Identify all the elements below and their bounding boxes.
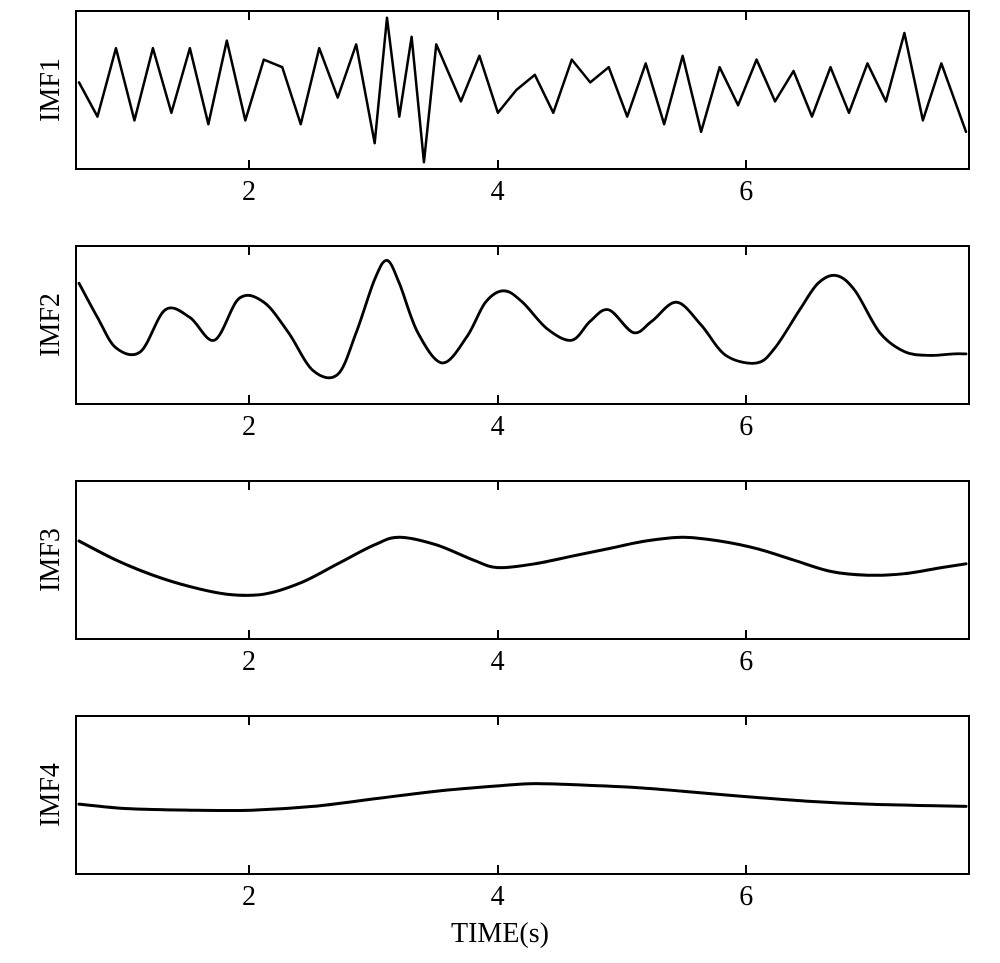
trace-imf4 <box>75 715 970 875</box>
xtick-label: 4 <box>491 411 505 443</box>
imf-figure: TIME(s) IMF1246IMF2246IMF3246IMF4246 <box>0 0 1000 963</box>
tick-mark <box>497 630 499 638</box>
ylabel-imf3: IMF3 <box>35 528 67 592</box>
tick-mark <box>497 717 499 725</box>
xtick-label: 6 <box>739 646 753 678</box>
ylabel-imf1: IMF1 <box>35 58 67 122</box>
tick-mark <box>248 717 250 725</box>
tick-mark <box>497 482 499 490</box>
tick-mark <box>745 717 747 725</box>
trace-imf2 <box>75 245 970 405</box>
xtick-label: 4 <box>491 646 505 678</box>
tick-mark <box>745 12 747 20</box>
tick-mark <box>248 12 250 20</box>
trace-imf1 <box>75 10 970 170</box>
tick-mark <box>497 12 499 20</box>
tick-mark <box>745 160 747 168</box>
tick-mark <box>745 865 747 873</box>
tick-mark <box>745 482 747 490</box>
xtick-label: 4 <box>491 176 505 208</box>
xtick-label: 2 <box>242 176 256 208</box>
xaxis-label: TIME(s) <box>451 918 549 950</box>
tick-mark <box>497 865 499 873</box>
xtick-label: 2 <box>242 881 256 913</box>
xtick-label: 4 <box>491 881 505 913</box>
tick-mark <box>248 395 250 403</box>
tick-mark <box>745 395 747 403</box>
trace-imf3 <box>75 480 970 640</box>
panel-imf4: IMF4246 <box>75 715 970 875</box>
tick-mark <box>248 865 250 873</box>
tick-mark <box>248 482 250 490</box>
panel-imf3: IMF3246 <box>75 480 970 640</box>
xtick-label: 2 <box>242 646 256 678</box>
xtick-label: 6 <box>739 411 753 443</box>
ylabel-imf4: IMF4 <box>35 763 67 827</box>
ylabel-imf2: IMF2 <box>35 293 67 357</box>
tick-mark <box>248 160 250 168</box>
panel-imf2: IMF2246 <box>75 245 970 405</box>
tick-mark <box>497 247 499 255</box>
xtick-label: 6 <box>739 881 753 913</box>
tick-mark <box>745 247 747 255</box>
tick-mark <box>497 160 499 168</box>
xtick-label: 2 <box>242 411 256 443</box>
tick-mark <box>745 630 747 638</box>
tick-mark <box>497 395 499 403</box>
panel-imf1: IMF1246 <box>75 10 970 170</box>
tick-mark <box>248 630 250 638</box>
tick-mark <box>248 247 250 255</box>
xtick-label: 6 <box>739 176 753 208</box>
